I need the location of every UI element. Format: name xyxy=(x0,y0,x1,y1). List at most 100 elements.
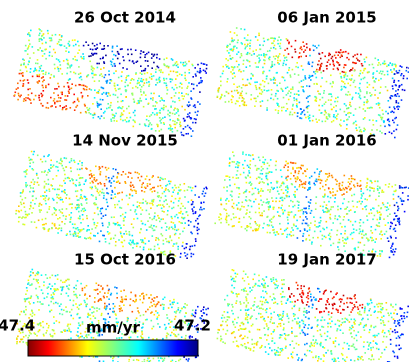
pixel xyxy=(250,99,252,101)
pixel xyxy=(237,167,239,169)
pixel xyxy=(219,219,221,221)
pixel xyxy=(310,199,312,201)
pixel xyxy=(298,204,300,206)
pixel xyxy=(390,339,392,341)
pixel xyxy=(77,105,79,107)
pixel xyxy=(308,63,310,65)
pixel xyxy=(95,187,97,189)
pixel xyxy=(84,237,86,239)
pixel xyxy=(73,94,75,96)
pixel xyxy=(306,343,308,345)
pixel xyxy=(38,95,40,97)
pixel xyxy=(158,248,160,250)
pixel xyxy=(400,75,402,77)
pixel xyxy=(101,73,103,75)
pixel xyxy=(91,173,93,175)
pixel xyxy=(112,47,114,49)
pixel xyxy=(243,302,245,304)
pixel xyxy=(328,211,330,213)
pixel xyxy=(373,188,375,190)
pixel xyxy=(202,193,204,195)
pixel xyxy=(327,61,329,63)
pixel xyxy=(133,119,135,121)
pixel xyxy=(105,241,107,243)
pixel xyxy=(81,162,83,164)
pixel xyxy=(331,109,333,111)
pixel xyxy=(375,229,377,231)
pixel xyxy=(258,193,260,195)
pixel xyxy=(52,285,54,287)
pixel xyxy=(254,221,256,223)
pixel xyxy=(98,63,100,65)
pixel xyxy=(160,219,162,221)
pixel xyxy=(370,347,372,349)
pixel xyxy=(379,107,381,109)
pixel xyxy=(115,235,117,237)
pixel xyxy=(146,203,148,205)
pixel xyxy=(170,129,172,131)
pixel xyxy=(334,218,336,220)
pixel xyxy=(39,66,41,68)
pixel xyxy=(88,237,90,239)
pixel xyxy=(342,237,344,239)
pixel xyxy=(37,155,39,157)
pixel xyxy=(239,86,241,88)
pixel xyxy=(231,99,233,101)
pixel xyxy=(90,238,92,240)
pixel xyxy=(309,86,311,88)
pixel xyxy=(282,213,284,215)
pixel xyxy=(57,232,59,234)
pixel xyxy=(293,97,295,99)
pixel xyxy=(260,173,262,175)
pixel xyxy=(79,215,81,217)
pixel xyxy=(23,59,25,61)
pixel xyxy=(232,225,234,227)
pixel xyxy=(72,234,74,236)
pixel xyxy=(50,164,52,166)
pixel xyxy=(350,188,352,190)
pixel xyxy=(353,114,355,116)
pixel xyxy=(32,76,34,78)
pixel xyxy=(253,350,255,352)
pixel xyxy=(369,92,371,94)
pixel xyxy=(387,237,389,239)
pixel xyxy=(317,91,319,93)
pixel xyxy=(64,170,66,172)
pixel xyxy=(195,238,197,240)
pixel xyxy=(264,302,266,304)
pixel xyxy=(141,94,143,96)
pixel xyxy=(60,159,62,161)
pixel xyxy=(135,294,137,296)
pixel xyxy=(359,233,361,235)
pixel xyxy=(256,168,258,170)
pixel xyxy=(269,347,271,349)
pixel xyxy=(48,325,50,327)
pixel xyxy=(403,200,405,202)
pixel xyxy=(106,179,108,181)
pixel xyxy=(355,127,357,129)
pixel xyxy=(181,134,183,136)
pixel xyxy=(143,79,145,81)
pixel xyxy=(36,70,38,72)
pixel xyxy=(52,178,54,180)
pixel xyxy=(148,240,150,242)
pixel xyxy=(295,178,297,180)
pixel xyxy=(266,339,268,341)
pixel xyxy=(94,289,96,291)
pixel xyxy=(241,95,243,97)
pixel xyxy=(263,286,265,288)
pixel xyxy=(367,86,369,88)
pixel xyxy=(40,209,42,211)
pixel xyxy=(245,309,247,311)
pixel xyxy=(80,336,82,338)
pixel xyxy=(283,97,285,99)
pixel xyxy=(392,88,394,90)
pixel xyxy=(186,87,188,89)
pixel xyxy=(191,64,193,66)
pixel xyxy=(162,298,164,300)
pixel xyxy=(401,99,403,101)
pixel xyxy=(322,121,324,123)
pixel xyxy=(271,63,273,65)
pixel xyxy=(292,86,294,88)
pixel xyxy=(105,176,107,178)
